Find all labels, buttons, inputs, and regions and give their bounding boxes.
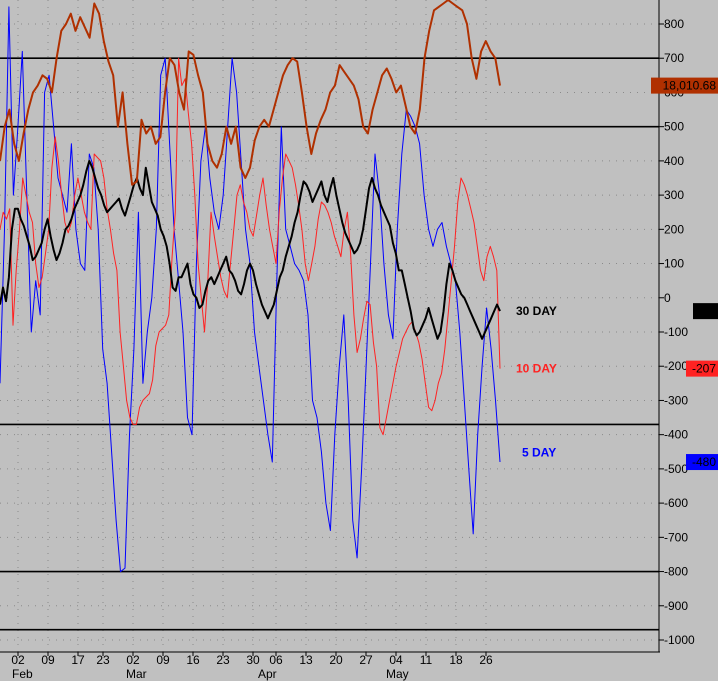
- x-tick-label: 09: [41, 653, 55, 667]
- y-axis-ticks: 8007006005004003002001000-100-200-300-40…: [659, 17, 695, 647]
- x-tick-label: 23: [96, 653, 110, 667]
- y-tick-label: -900: [664, 599, 688, 613]
- thirty-day-value-text: -39: [699, 304, 717, 318]
- y-tick-label: -600: [664, 496, 688, 510]
- series-name-label: 30 DAY: [516, 304, 557, 318]
- x-tick-label: 02: [11, 653, 25, 667]
- y-tick-label: 300: [664, 188, 684, 202]
- x-axis-ticks: 02 09 17 23 02 09 16 23 30 06 13 20 27 04 11 18 26 Feb Mar…: [11, 652, 493, 681]
- y-tick-label: 700: [664, 51, 684, 65]
- x-tick-label: 02: [126, 653, 140, 667]
- x-tick-label: 20: [329, 653, 343, 667]
- x-tick-label: 13: [299, 653, 313, 667]
- five-day-value-tag: [686, 454, 718, 471]
- y-tick-label: -300: [664, 393, 688, 407]
- x-tick-label: 26: [479, 653, 493, 667]
- plot-background: [0, 0, 660, 652]
- y-tick-label: 100: [664, 257, 684, 271]
- ten-day-value-text: -207: [692, 362, 716, 376]
- y-tick-label: -1000: [664, 633, 695, 647]
- x-tick-label: 30: [246, 653, 260, 667]
- y-tick-label: 400: [664, 154, 684, 168]
- y-tick-label: -200: [664, 359, 688, 373]
- y-tick-label: -700: [664, 530, 688, 544]
- y-tick-label: 0: [664, 291, 671, 305]
- x-tick-label: 18: [449, 653, 463, 667]
- x-month-label: Mar: [126, 667, 147, 681]
- five-day-value-text: -480: [692, 455, 716, 469]
- x-tick-label: 11: [420, 653, 433, 667]
- x-tick-label: 09: [156, 653, 170, 667]
- x-month-label: Feb: [12, 667, 33, 681]
- y-tick-label: -100: [664, 325, 688, 339]
- ten-day-value-tag: [686, 360, 718, 377]
- series-name-label: 10 DAY: [516, 362, 557, 376]
- price-value-tag: [651, 77, 718, 94]
- x-tick-label: 17: [71, 653, 85, 667]
- y-tick-label: -800: [664, 565, 688, 579]
- price-value-text: 18,010.68: [663, 79, 717, 93]
- x-tick-label: 16: [186, 653, 200, 667]
- series-name-label: 5 DAY: [522, 445, 556, 459]
- x-tick-label: 06: [269, 653, 283, 667]
- x-tick-label: 23: [216, 653, 230, 667]
- thirty-day-value-tag: [693, 303, 718, 320]
- x-tick-label: 04: [389, 653, 403, 667]
- series-line-price: [0, 0, 501, 186]
- y-tick-label: 200: [664, 222, 684, 236]
- x-month-label: Apr: [258, 667, 277, 681]
- y-tick-label: -400: [664, 428, 688, 442]
- series-lines: [0, 0, 501, 573]
- y-tick-label: 800: [664, 17, 684, 31]
- x-tick-label: 27: [359, 653, 373, 667]
- y-tick-label: -500: [664, 462, 688, 476]
- series-labels: 18,010.68 -39 -207 -480 30 DAY 10 DAY 5 DAY: [516, 77, 718, 471]
- x-month-label: May: [386, 667, 409, 681]
- series-line-30-day: [0, 159, 501, 340]
- y-tick-label: 500: [664, 120, 684, 134]
